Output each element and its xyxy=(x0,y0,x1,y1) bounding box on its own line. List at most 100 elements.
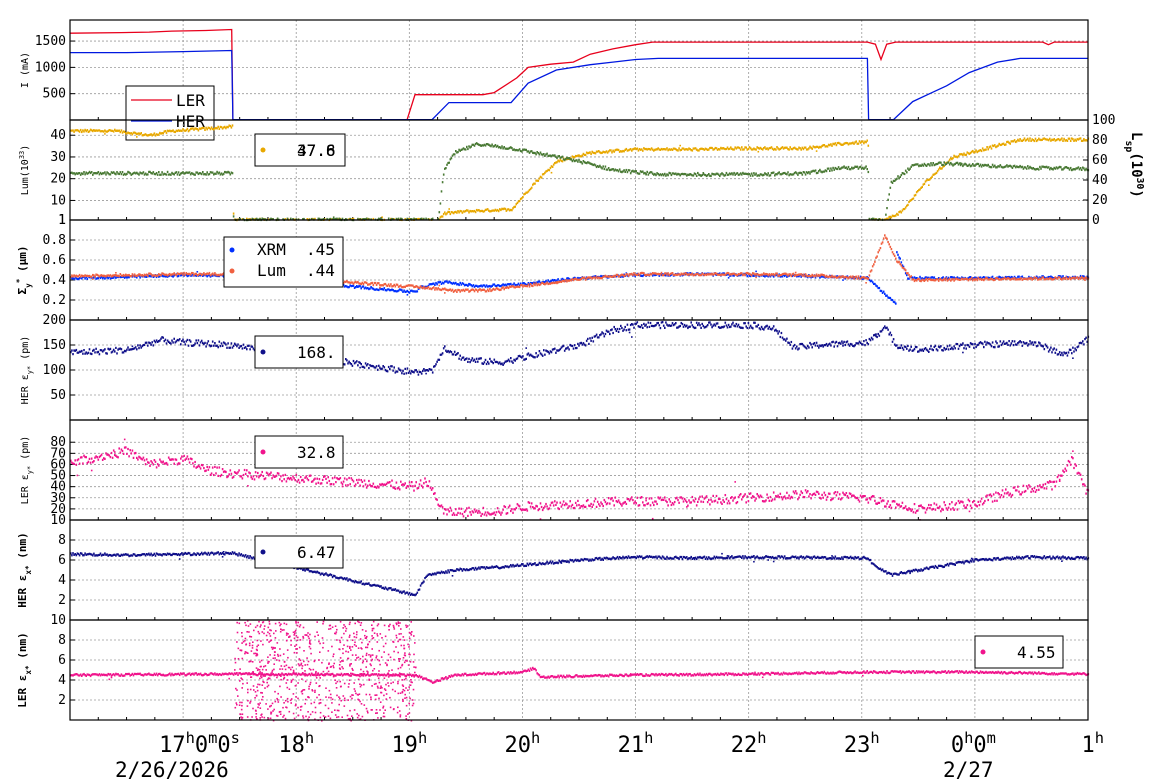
data-point xyxy=(980,342,983,345)
data-point xyxy=(931,348,933,351)
data-point xyxy=(757,273,760,276)
data-point xyxy=(105,173,107,176)
data-point xyxy=(677,149,679,152)
data-point xyxy=(866,139,868,142)
data-point xyxy=(935,163,938,166)
data-point xyxy=(149,274,151,278)
data-point xyxy=(1061,137,1063,140)
data-point xyxy=(177,171,180,174)
data-point xyxy=(357,217,359,220)
data-point xyxy=(801,173,804,176)
data-point xyxy=(673,172,676,176)
data-point xyxy=(147,274,149,277)
data-point xyxy=(513,205,515,209)
data-point xyxy=(467,360,469,363)
data-point xyxy=(612,331,614,335)
data-point xyxy=(81,349,83,353)
data-point xyxy=(609,332,611,336)
data-point xyxy=(97,458,100,461)
data-point xyxy=(561,345,564,348)
data-point xyxy=(122,275,125,278)
data-point xyxy=(901,209,904,212)
data-point xyxy=(962,351,964,354)
data-point xyxy=(639,326,642,329)
data-point xyxy=(748,274,751,277)
data-point xyxy=(144,275,147,278)
data-point xyxy=(150,460,152,463)
data-point xyxy=(372,217,375,221)
data-point xyxy=(551,282,554,285)
data-point xyxy=(77,172,80,174)
data-point xyxy=(239,218,241,221)
data-point xyxy=(164,273,167,276)
data-point xyxy=(1085,276,1087,279)
data-point xyxy=(247,485,249,487)
data-point xyxy=(962,342,964,345)
series-current-1 xyxy=(70,49,1088,121)
data-point xyxy=(132,172,135,175)
data-point xyxy=(461,282,464,285)
data-point xyxy=(176,129,179,133)
data-point xyxy=(85,274,87,277)
data-point xyxy=(636,172,639,175)
data-point xyxy=(615,273,618,276)
data-point xyxy=(182,273,184,276)
data-point xyxy=(903,345,906,348)
data-point xyxy=(459,290,461,293)
data-point xyxy=(436,360,438,363)
data-point xyxy=(1009,164,1011,167)
data-point xyxy=(359,218,361,221)
data-point xyxy=(353,286,356,289)
data-point xyxy=(151,172,153,175)
data-point xyxy=(596,150,599,153)
data-point xyxy=(1012,278,1015,281)
data-point xyxy=(796,345,798,348)
data-point xyxy=(660,147,663,151)
data-point xyxy=(853,276,855,279)
data-point xyxy=(491,143,493,146)
data-point xyxy=(848,142,851,145)
data-point xyxy=(480,209,482,213)
data-point xyxy=(98,173,101,176)
data-point xyxy=(536,284,538,287)
data-point xyxy=(813,274,816,277)
data-point xyxy=(724,273,727,276)
data-point xyxy=(97,171,100,174)
data-point xyxy=(1038,168,1040,171)
data-point xyxy=(449,212,452,216)
data-point xyxy=(957,347,960,350)
data-point xyxy=(499,146,501,149)
data-point xyxy=(1060,138,1062,141)
data-point xyxy=(978,149,981,152)
data-point xyxy=(860,167,863,170)
data-point xyxy=(193,465,195,468)
data-point xyxy=(120,448,123,451)
data-point xyxy=(161,132,163,135)
data-point xyxy=(530,186,533,189)
data-point xyxy=(607,167,610,170)
data-point xyxy=(1013,164,1016,167)
data-point xyxy=(812,343,815,346)
data-point xyxy=(539,151,542,154)
data-point xyxy=(951,346,953,349)
data-point xyxy=(138,347,140,350)
data-point xyxy=(455,353,457,356)
data-point xyxy=(405,372,408,375)
data-point xyxy=(734,173,736,176)
data-point xyxy=(255,475,258,478)
data-point xyxy=(567,277,569,280)
data-point xyxy=(626,149,629,152)
data-point xyxy=(657,321,659,325)
data-point xyxy=(614,275,617,278)
data-point xyxy=(425,372,427,375)
data-point xyxy=(669,274,672,277)
data-point xyxy=(780,275,783,278)
data-point xyxy=(85,130,87,133)
data-point xyxy=(486,360,489,363)
data-point xyxy=(485,284,488,287)
data-point xyxy=(544,281,546,284)
data-point xyxy=(818,346,820,349)
data-point xyxy=(110,129,113,132)
data-point xyxy=(467,147,469,151)
data-point xyxy=(967,164,970,167)
